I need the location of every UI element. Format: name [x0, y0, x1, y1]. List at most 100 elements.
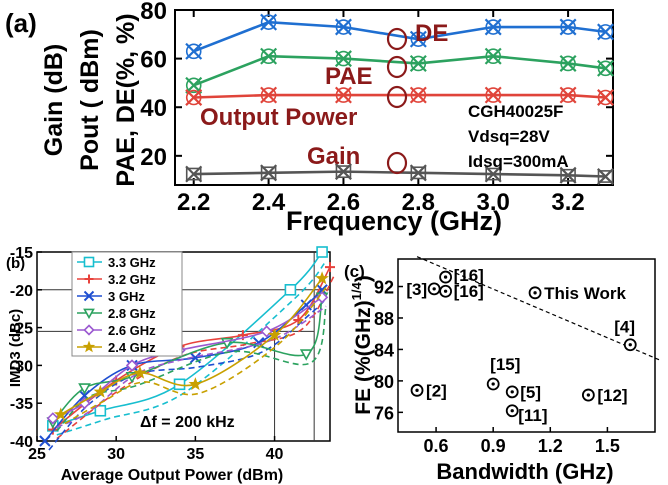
data-point-gain	[334, 163, 352, 181]
data-label-c: [16]	[454, 266, 484, 285]
x-tick-label-c: 0.6	[424, 436, 449, 456]
data-point-gain	[597, 168, 614, 185]
y-tick-label-a: 40	[140, 95, 167, 122]
data-point-b-shape	[53, 407, 68, 421]
data-point-gain	[559, 166, 577, 184]
legend-label-b: 3.2 GHz	[108, 272, 156, 287]
x-tick-label-a: 3.0	[477, 189, 510, 216]
y-tick-label-b: -25	[10, 321, 33, 338]
y-tick-label-c: 84	[374, 340, 394, 360]
data-point-gain-box	[260, 166, 277, 180]
y-axis-label-c-sup: 1/4	[349, 282, 364, 301]
data-point-pae-cross	[334, 50, 352, 68]
y-axis-label-a-2: PAE, DE(%, %)	[112, 13, 140, 186]
data-point-b	[133, 365, 147, 379]
data-point-output-power-ring	[560, 87, 576, 103]
data-point-b	[299, 349, 313, 361]
series-label-pae: PAE	[325, 63, 373, 90]
data-point-output-power-ring	[260, 87, 277, 103]
data-point-b	[325, 262, 335, 273]
data-point-b	[315, 291, 329, 304]
data-point-de-ring	[560, 19, 576, 35]
data-point-c-dot	[443, 275, 448, 279]
x-axis-label-b: Average Output Power (dBm)	[61, 467, 284, 484]
series-pointer-oval	[386, 85, 408, 109]
data-point-b	[39, 435, 51, 447]
y-tick-label-b: -40	[10, 434, 33, 451]
legend-marker-b-shape	[83, 290, 95, 302]
data-point-de-cross	[559, 18, 577, 36]
data-point-pae-ring	[185, 77, 202, 94]
data-point-b-shape	[315, 271, 329, 285]
y-axis-label-a-1: Pout ( dBm)	[76, 29, 104, 171]
data-point-pae	[409, 54, 427, 72]
y-tick-label-a: 60	[140, 47, 167, 74]
data-point-pae-ring	[410, 55, 427, 72]
data-point-output-power	[597, 89, 614, 106]
data-point-c-dot	[510, 409, 514, 413]
data-point-output-power-cross	[185, 89, 203, 106]
data-point-gain-box	[185, 167, 202, 181]
data-point-c-dot	[510, 390, 514, 394]
legend-label-b: 2.6 GHz	[108, 323, 156, 338]
x-axis-label-c: Bandwidth (GHz)	[436, 459, 613, 484]
data-point-b-shape	[315, 291, 329, 304]
y-tick-label-b: -35	[10, 396, 33, 413]
data-point-de	[559, 18, 577, 36]
legend-marker-b	[82, 340, 96, 353]
data-point-output-power	[334, 86, 352, 104]
data-point-de	[260, 13, 278, 31]
y-tick-label-c: 80	[374, 372, 394, 392]
legend-marker-b-shape	[84, 274, 94, 284]
data-point-gain-box	[485, 167, 502, 181]
data-point-b	[284, 283, 297, 296]
data-point-gain-box	[597, 170, 614, 183]
data-point-de-ring	[185, 43, 202, 60]
data-point-de-cross	[260, 13, 278, 31]
legend-box-b	[71, 251, 183, 357]
data-point-output-power	[559, 86, 577, 104]
data-point-c	[486, 377, 500, 391]
data-point-b-shape	[78, 397, 91, 410]
x-tick-label-a: 2.8	[402, 189, 435, 216]
legend-marker-b	[83, 290, 95, 302]
data-point-pae-cross	[484, 47, 502, 65]
y-axis-label-b: IMD3 (dBc)	[7, 309, 24, 387]
data-point-pae	[185, 76, 203, 94]
plot-frame-b	[36, 251, 331, 442]
series-curve-b-dashed	[56, 305, 327, 429]
data-point-gain	[409, 164, 427, 182]
data-point-pae	[334, 50, 352, 68]
data-point-gain-box	[410, 166, 427, 180]
data-point-b	[94, 404, 107, 417]
data-point-pae-ring	[597, 60, 614, 77]
data-point-b-shape	[188, 377, 203, 391]
data-point-pae	[597, 59, 614, 77]
data-point-output-power-cross	[334, 86, 352, 104]
plot-frame-c	[397, 258, 656, 433]
data-point-c	[505, 404, 519, 418]
data-point-de-cross	[484, 18, 502, 36]
y-tick-label-c: 92	[374, 278, 394, 298]
data-point-gain	[260, 164, 278, 182]
data-point-pae	[484, 47, 502, 65]
data-point-pae	[559, 54, 577, 72]
data-point-b-shape	[316, 246, 328, 258]
data-label-c: [15]	[490, 355, 520, 374]
series-pointer-oval	[386, 27, 408, 51]
data-point-de-ring	[335, 19, 352, 35]
data-point-b	[260, 325, 273, 338]
x-tick-label-b: 35	[186, 446, 204, 463]
data-point-b-shape	[284, 283, 297, 296]
panel-c: (c) 76 80 84 88 92 0.6 0.9 1.2 1.5 Bandwidth (GHz)…	[344, 256, 661, 484]
legend-marker-b	[83, 324, 95, 336]
data-point-pae-ring	[260, 48, 277, 64]
data-point-b-shape	[260, 325, 273, 338]
series-line-output-power	[193, 93, 606, 99]
x-tick-label-a: 2.4	[252, 189, 286, 216]
data-point-output-power	[185, 89, 203, 106]
data-label-c: [12]	[597, 386, 627, 405]
legend-label-b: 3.3 GHz	[108, 255, 156, 270]
data-point-b	[78, 397, 91, 410]
